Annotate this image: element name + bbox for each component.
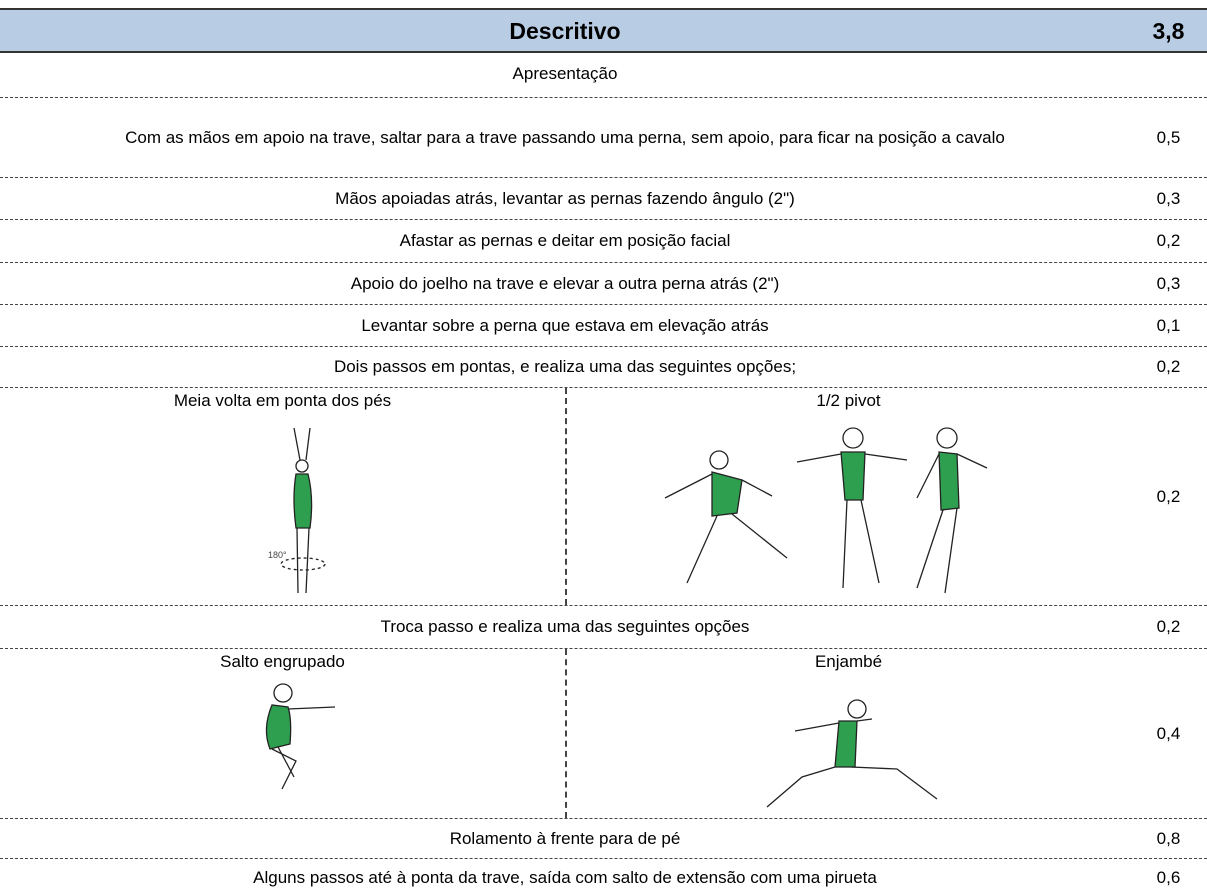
figure bbox=[664, 427, 988, 594]
item-value: 0,4 bbox=[1156, 723, 1181, 743]
option-label: 1/2 pivot bbox=[816, 391, 881, 410]
figure bbox=[766, 699, 938, 808]
section-row: Apresentação bbox=[0, 53, 1207, 98]
figure bbox=[265, 683, 336, 790]
item-value: 0,2 bbox=[1156, 617, 1181, 636]
item-text: Mãos apoiadas atrás, levantar as pernas … bbox=[335, 188, 795, 208]
item-value: 0,2 bbox=[1156, 231, 1181, 250]
header-total: 3,8 bbox=[1152, 17, 1185, 44]
option-label: Enjambé bbox=[814, 652, 883, 671]
option-label: Salto engrupado bbox=[220, 652, 345, 671]
item-row: Levantar sobre a perna que estava em ele… bbox=[0, 305, 1207, 347]
option-label: Meia volta em ponta dos pés bbox=[173, 391, 392, 410]
section-title: Apresentação bbox=[512, 64, 618, 83]
item-row: Alguns passos até à ponta da trave, saíd… bbox=[0, 859, 1207, 896]
item-value: 0,6 bbox=[1156, 867, 1181, 887]
option: Meia volta em ponta dos pés 180° bbox=[0, 388, 567, 605]
item-value: 0,3 bbox=[1156, 273, 1181, 293]
item-row: Rolamento à frente para de pé 0,8 bbox=[0, 819, 1207, 859]
item-value: 0,1 bbox=[1156, 315, 1181, 335]
option: Enjambé bbox=[567, 649, 1130, 818]
item-row: Mãos apoiadas atrás, levantar as pernas … bbox=[0, 178, 1207, 220]
item-text: Afastar as pernas e deitar em posição fa… bbox=[399, 231, 731, 250]
item-value: 0,2 bbox=[1156, 357, 1181, 376]
item-value: 0,8 bbox=[1156, 828, 1181, 848]
item-text: Apoio do joelho na trave e elevar a outr… bbox=[350, 273, 780, 293]
option: 1/2 pivot bbox=[567, 388, 1130, 605]
item-value: 0,5 bbox=[1156, 127, 1181, 147]
header-title: Descritivo bbox=[509, 17, 621, 44]
item-text: Com as mãos em apoio na trave, saltar pa… bbox=[125, 127, 1005, 147]
options-row: Salto engrupado Enjambé 0,4 bbox=[0, 649, 1207, 819]
item-text: Dois passos em pontas, e realiza uma das… bbox=[333, 357, 797, 376]
item-row: Dois passos em pontas, e realiza uma das… bbox=[0, 347, 1207, 388]
item-value: 0,3 bbox=[1156, 188, 1181, 208]
item-text: Levantar sobre a perna que estava em ele… bbox=[361, 315, 769, 335]
item-row: Afastar as pernas e deitar em posição fa… bbox=[0, 220, 1207, 263]
item-value: 0,2 bbox=[1156, 486, 1181, 506]
item-text: Rolamento à frente para de pé bbox=[449, 828, 681, 848]
item-row: Apoio do joelho na trave e elevar a outr… bbox=[0, 263, 1207, 305]
item-text: Alguns passos até à ponta da trave, saíd… bbox=[253, 867, 877, 887]
svg-text:180°: 180° bbox=[268, 550, 287, 560]
options-row: Meia volta em ponta dos pés 180° 1/2 piv… bbox=[0, 388, 1207, 606]
item-row: Troca passo e realiza uma das seguintes … bbox=[0, 606, 1207, 649]
item-text: Troca passo e realiza uma das seguintes … bbox=[380, 617, 750, 636]
item-row: Com as mãos em apoio na trave, saltar pa… bbox=[0, 98, 1207, 178]
option: Salto engrupado bbox=[0, 649, 567, 818]
header-row: Descritivo 3,8 bbox=[0, 8, 1207, 53]
figure: 180° bbox=[268, 427, 326, 594]
